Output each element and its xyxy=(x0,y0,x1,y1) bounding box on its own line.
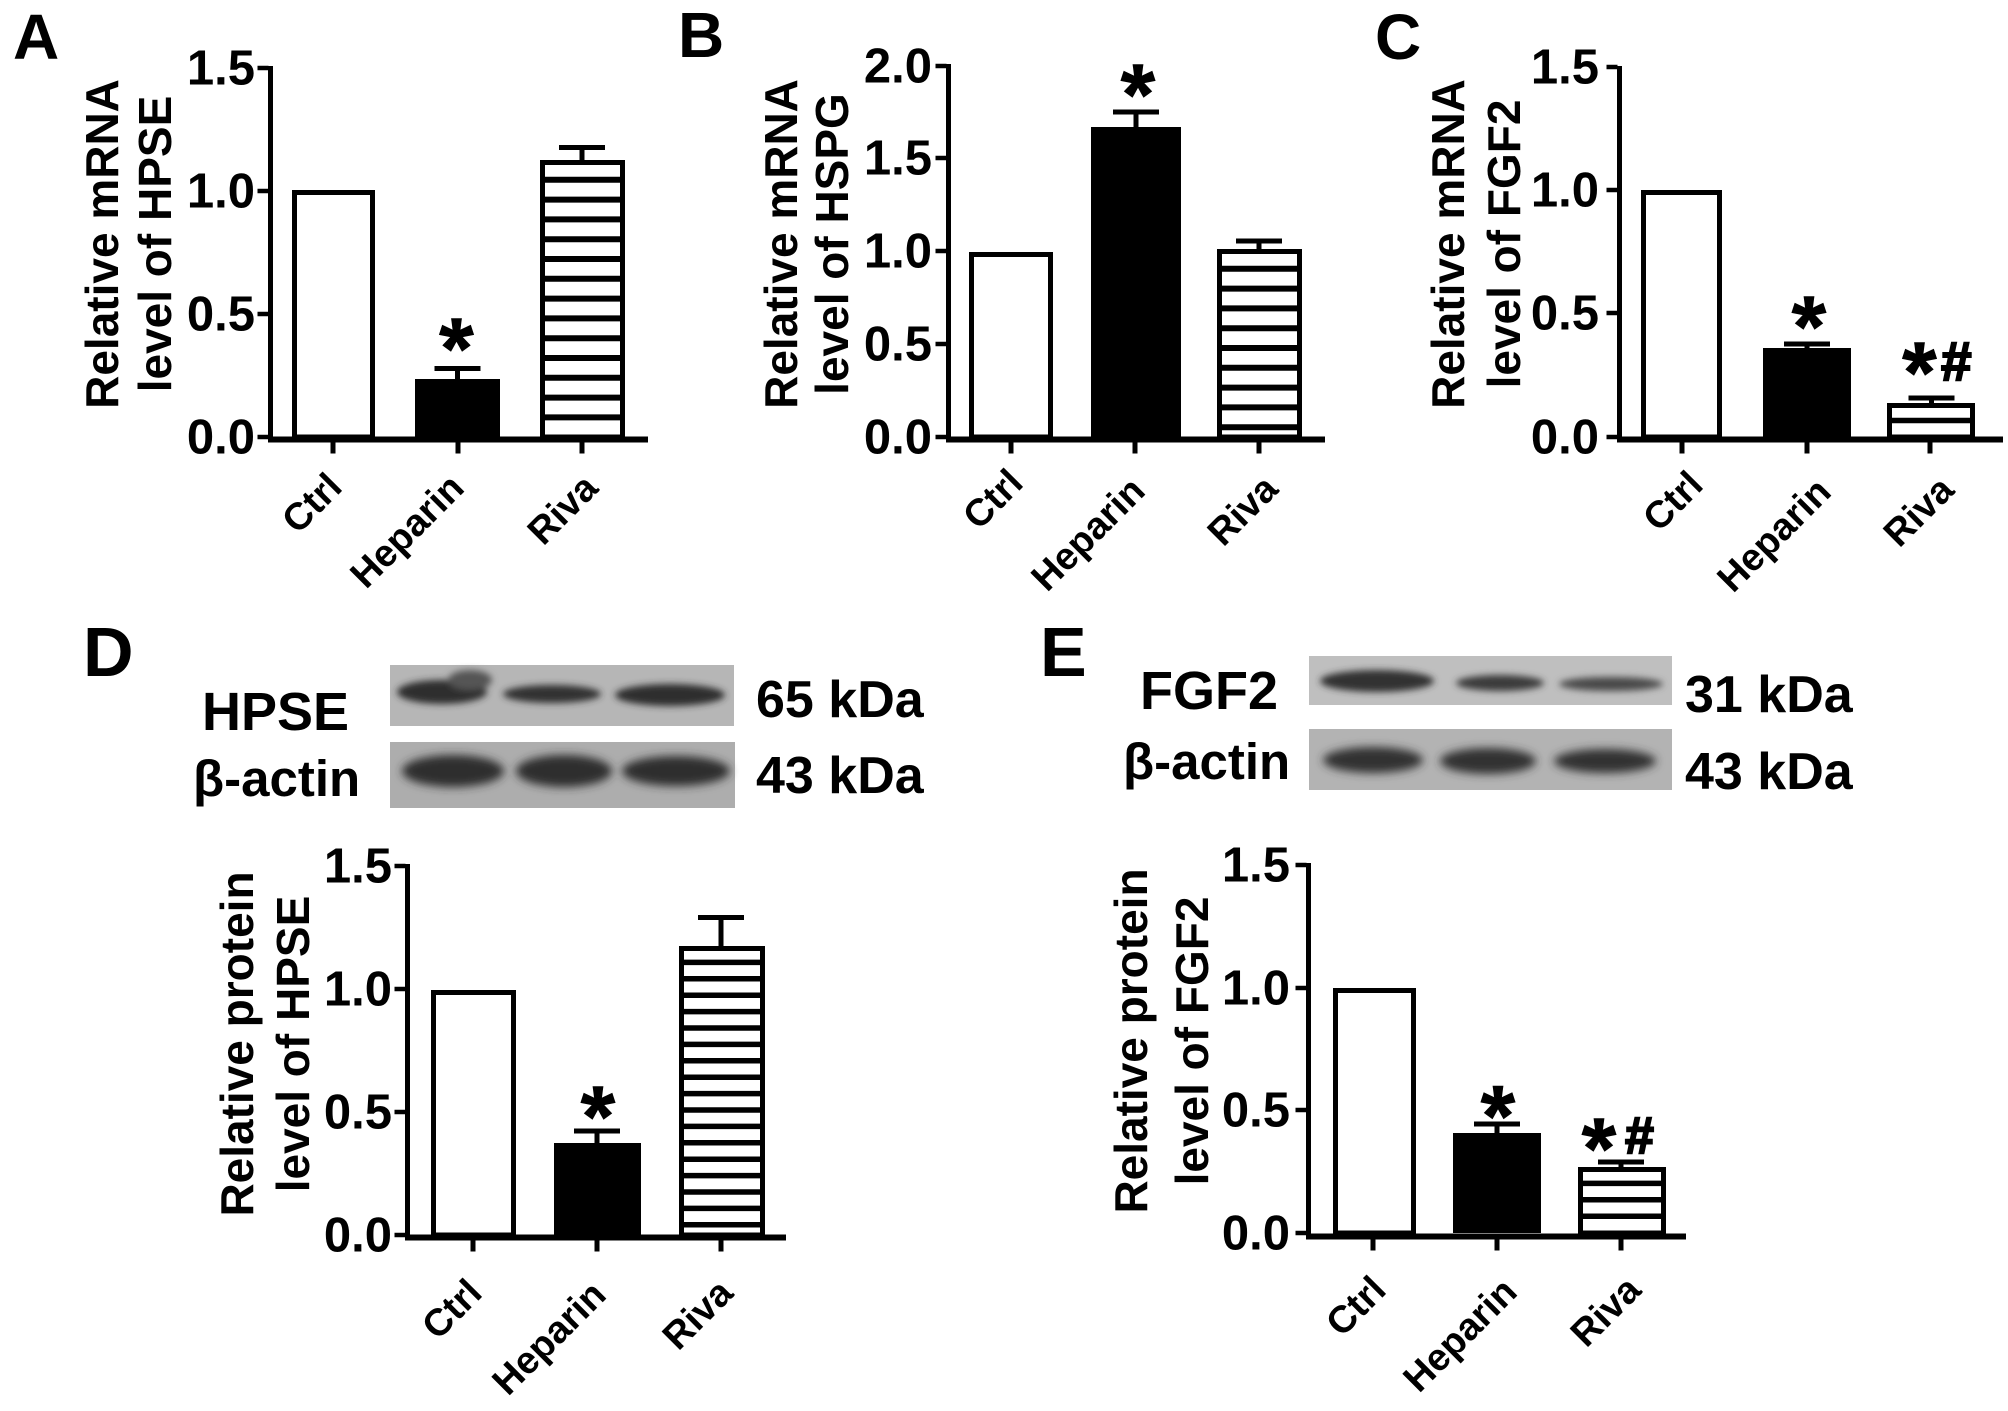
svg-text:level of HSPG: level of HSPG xyxy=(806,93,858,395)
svg-text:Relative mRNA: Relative mRNA xyxy=(1422,79,1474,409)
svg-text:HPSE: HPSE xyxy=(202,682,349,742)
svg-text:FGF2: FGF2 xyxy=(1140,661,1278,721)
svg-text:1.5: 1.5 xyxy=(1222,839,1290,893)
svg-text:43 kDa: 43 kDa xyxy=(756,747,925,805)
svg-text:2.0: 2.0 xyxy=(864,40,932,94)
svg-text:1.0: 1.0 xyxy=(1531,164,1599,218)
svg-text:0.5: 0.5 xyxy=(864,318,932,372)
svg-text:Relative mRNA: Relative mRNA xyxy=(76,79,128,409)
svg-text:0.5: 0.5 xyxy=(187,288,255,342)
svg-text:Relative protein: Relative protein xyxy=(211,871,263,1216)
svg-text:A: A xyxy=(13,1,59,73)
svg-text:0.0: 0.0 xyxy=(187,411,255,465)
svg-text:1.5: 1.5 xyxy=(187,42,255,96)
svg-text:1.0: 1.0 xyxy=(187,165,255,219)
svg-text:0.0: 0.0 xyxy=(324,1209,392,1263)
svg-text:level of HPSE: level of HPSE xyxy=(129,96,181,393)
svg-text:B: B xyxy=(678,0,724,71)
svg-text:0.0: 0.0 xyxy=(1222,1207,1290,1261)
svg-text:0.0: 0.0 xyxy=(864,411,932,465)
svg-text:1.5: 1.5 xyxy=(1531,41,1599,95)
svg-text:Relative mRNA: Relative mRNA xyxy=(755,79,807,409)
svg-text:level of HPSE: level of HPSE xyxy=(267,896,319,1193)
svg-text:Relative protein: Relative protein xyxy=(1105,868,1157,1213)
svg-text:#: # xyxy=(1625,1107,1654,1165)
svg-text:0.5: 0.5 xyxy=(1222,1084,1290,1138)
svg-text:1.0: 1.0 xyxy=(1222,962,1290,1016)
svg-text:level of FGF2: level of FGF2 xyxy=(1478,100,1530,389)
svg-text:65 kDa: 65 kDa xyxy=(756,671,925,729)
svg-text:β-actin: β-actin xyxy=(193,750,360,807)
svg-text:1.0: 1.0 xyxy=(324,963,392,1017)
svg-text:level of FGF2: level of FGF2 xyxy=(1166,897,1218,1186)
svg-text:0.5: 0.5 xyxy=(324,1086,392,1140)
svg-text:β-actin: β-actin xyxy=(1123,733,1290,790)
svg-text:1.5: 1.5 xyxy=(324,840,392,894)
svg-text:C: C xyxy=(1375,1,1421,73)
svg-text:D: D xyxy=(83,613,134,691)
svg-text:#: # xyxy=(1941,330,1972,392)
svg-text:43 kDa: 43 kDa xyxy=(1685,743,1854,801)
svg-text:31 kDa: 31 kDa xyxy=(1685,666,1854,724)
svg-text:1.5: 1.5 xyxy=(864,132,932,186)
svg-text:0.0: 0.0 xyxy=(1531,411,1599,465)
svg-text:0.5: 0.5 xyxy=(1531,287,1599,341)
svg-text:E: E xyxy=(1040,613,1087,691)
svg-text:1.0: 1.0 xyxy=(864,225,932,279)
